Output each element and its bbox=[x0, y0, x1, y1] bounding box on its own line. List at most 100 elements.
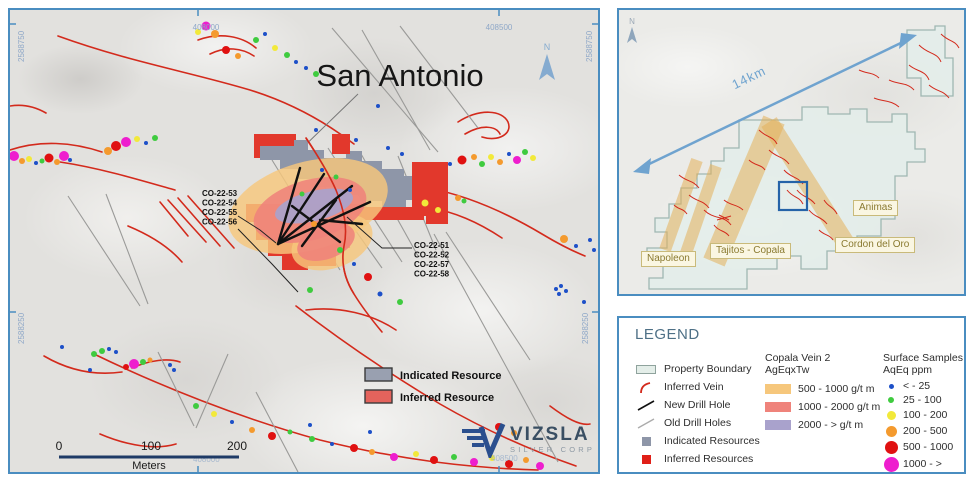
legend-item-new-drill-hole: New Drill Hole bbox=[635, 398, 731, 412]
coord-label: 408000 bbox=[193, 23, 220, 32]
surface-sample-dot bbox=[263, 32, 267, 36]
surface-sample-dot bbox=[400, 152, 404, 156]
surface-sample-dot bbox=[386, 146, 390, 150]
sample-25-100-dot bbox=[888, 397, 894, 403]
surface-sample-dot bbox=[574, 244, 578, 248]
legend-label: 2000 - > g/t m bbox=[798, 419, 864, 431]
surface-sample-dot bbox=[68, 158, 72, 162]
vein-over-halo bbox=[305, 137, 355, 295]
surface-sample-dot bbox=[211, 30, 219, 38]
inset-map-panel: N 14km Napoleon Tajitos - Copala Cordon … bbox=[617, 8, 966, 296]
coord-label: 2588250 bbox=[17, 312, 26, 344]
scale-unit: Meters bbox=[132, 460, 166, 472]
surface-sample-dot bbox=[457, 155, 467, 165]
surface-sample-dot bbox=[34, 161, 38, 165]
surface-sample-dot bbox=[308, 423, 312, 427]
surface-sample-dot bbox=[377, 291, 383, 297]
surface-sample-dot bbox=[272, 45, 278, 51]
coord-label: 2588750 bbox=[585, 30, 594, 62]
map-title: San Antonio bbox=[316, 58, 483, 93]
legend-item-grade-2000-plus: 2000 - > g/t m bbox=[765, 418, 863, 432]
legend-item-inferred-vein: Inferred Vein bbox=[635, 380, 724, 394]
legend-label: 500 - 1000 bbox=[903, 441, 954, 453]
surface-sample-dot bbox=[253, 37, 259, 43]
surface-sample-dot bbox=[560, 235, 568, 243]
legend-label: Property Boundary bbox=[664, 363, 752, 375]
new-drill-hole-icon bbox=[637, 399, 655, 411]
surface-sample-dot bbox=[304, 66, 308, 70]
surface-sample-dot bbox=[554, 287, 558, 291]
surface-sample-dot bbox=[352, 262, 356, 266]
san-antonio-highlight-box bbox=[777, 180, 809, 212]
drill-label: CO-22-55 bbox=[202, 208, 238, 217]
surface-sample-dot bbox=[111, 141, 121, 151]
grade-1000-2000-swatch bbox=[765, 402, 791, 412]
sample-200-500-dot bbox=[885, 425, 897, 437]
surface-sample-dot bbox=[59, 151, 69, 161]
legend-label: Inferred Vein bbox=[664, 381, 724, 393]
surface-sample-dot bbox=[354, 138, 358, 142]
inferred-vein-icon bbox=[640, 381, 651, 393]
surface-sample-dot bbox=[333, 174, 339, 180]
coord-label: 408500 bbox=[491, 454, 518, 463]
north-arrow-icon bbox=[539, 54, 555, 80]
sample-100-200-dot bbox=[886, 410, 896, 420]
surface-sample-dot bbox=[455, 195, 461, 201]
surface-sample-dot bbox=[172, 368, 176, 372]
main-map-graphics: CO-22-53 CO-22-54 CO-22-55 CO-22-56 CO-2… bbox=[10, 10, 598, 472]
surface-sample-dot bbox=[311, 221, 317, 227]
surface-sample-dot bbox=[320, 168, 324, 172]
new-drill-holes-layer bbox=[276, 166, 372, 248]
scale-0: 0 bbox=[56, 439, 63, 453]
scale-200: 200 bbox=[227, 439, 247, 453]
surface-sample-dot bbox=[152, 135, 158, 141]
legend-item-property-boundary: Property Boundary bbox=[635, 362, 752, 376]
main-map-panel: CO-22-53 CO-22-54 CO-22-55 CO-22-56 CO-2… bbox=[8, 8, 600, 474]
surface-sample-dot bbox=[211, 411, 217, 417]
legend-item-sample-lt-25: < - 25 bbox=[883, 379, 930, 393]
drill-labels: CO-22-53 CO-22-54 CO-22-55 CO-22-56 CO-2… bbox=[202, 189, 450, 279]
inset-north-arrow-icon bbox=[627, 27, 637, 43]
surface-sample-dot bbox=[193, 403, 199, 409]
legend-label: Indicated Resources bbox=[664, 435, 760, 447]
surface-sample-dot bbox=[121, 137, 131, 147]
surface-sample-dot bbox=[479, 161, 485, 167]
surface-sample-dot bbox=[451, 454, 457, 460]
grade-500-1000-swatch bbox=[765, 384, 791, 394]
inferred-label: Inferred Resource bbox=[400, 392, 494, 404]
surface-sample-dot bbox=[369, 449, 375, 455]
surface-sample-dot bbox=[337, 247, 343, 253]
surface-sample-dot bbox=[309, 436, 315, 442]
surface-sample-dot bbox=[140, 359, 146, 365]
surface-sample-dot bbox=[390, 453, 398, 461]
legend-label: < - 25 bbox=[903, 380, 931, 392]
inferred-resources-icon bbox=[641, 454, 651, 464]
coord-label: 408000 bbox=[193, 455, 220, 464]
surface-sample-dot bbox=[471, 154, 477, 160]
surface-sample-dot bbox=[147, 357, 153, 363]
surface-samples-title-2: AqEq ppm bbox=[883, 364, 933, 376]
legend-item-old-drill-holes: Old Drill Holes bbox=[635, 416, 731, 430]
surface-sample-dot bbox=[413, 451, 419, 457]
scale-100: 100 bbox=[141, 439, 161, 453]
surface-sample-dot bbox=[523, 457, 529, 463]
surface-sample-dot bbox=[448, 162, 452, 166]
surface-sample-dot bbox=[268, 432, 276, 440]
surface-sample-dot bbox=[230, 420, 234, 424]
label-leader-lines bbox=[237, 215, 412, 293]
legend-panel: LEGEND Property Boundary Inferred Vein N… bbox=[617, 316, 966, 474]
surface-sample-dot bbox=[294, 60, 298, 64]
surface-sample-dot bbox=[195, 29, 201, 35]
logo-subtitle: SILVER CORP bbox=[510, 445, 596, 454]
surface-sample-dot bbox=[507, 152, 511, 156]
inset-veins bbox=[673, 33, 960, 241]
north-label: N bbox=[544, 42, 551, 52]
coord-label: 2588750 bbox=[17, 30, 26, 62]
property-boundary-icon bbox=[636, 364, 656, 374]
drill-label: CO-22-51 bbox=[414, 241, 450, 250]
sample-lt-25-dot bbox=[888, 383, 894, 389]
surface-sample-dot bbox=[592, 248, 596, 252]
indicated-resources-icon bbox=[641, 436, 651, 446]
surface-sample-dot bbox=[430, 456, 438, 464]
surface-sample-dot bbox=[421, 199, 429, 207]
